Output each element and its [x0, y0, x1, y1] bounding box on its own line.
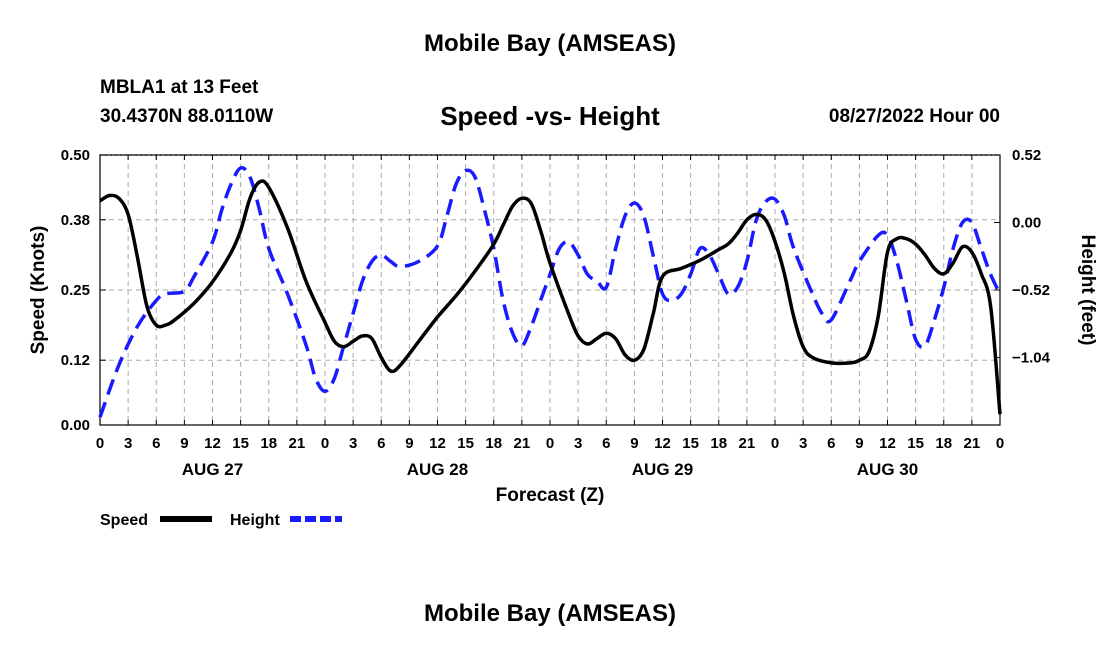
x-tick-label: 15 — [682, 435, 699, 452]
main-title: Mobile Bay (AMSEAS) — [423, 30, 677, 57]
x-axis-label: Forecast (Z) — [496, 485, 605, 506]
x-tick-label: 15 — [457, 435, 474, 452]
x-tick-label: 12 — [879, 435, 896, 452]
y-left-tick-label: 0.00 — [61, 417, 90, 434]
y-right-tick-label: 0.00 — [1012, 215, 1041, 232]
station-coordinates: 30.4370N 88.0110W — [100, 106, 274, 127]
station-label: MBLA1 at 13 Feet — [100, 77, 259, 98]
y-right-tick-label: 0.52 — [1012, 147, 1041, 164]
chart-grid — [100, 155, 1000, 425]
x-tick-label: 9 — [855, 435, 863, 452]
chart-ticks: 0 3 6 9 12 15 18 21 0 3 6 9 12 15 18 21 0 3 6 9 12 15 18 21 0 3 6 9… — [61, 147, 1051, 479]
x-tick-label: 12 — [204, 435, 221, 452]
x-tick-label: 6 — [377, 435, 385, 452]
y-left-tick-label: 0.25 — [61, 282, 90, 299]
x-tick-label: 9 — [630, 435, 638, 452]
legend-label-speed: Speed — [100, 512, 148, 529]
series-line-height — [98, 166, 1002, 418]
y-right-tick-label: −1.04 — [1012, 350, 1051, 367]
x-tick-label: 0 — [96, 435, 104, 452]
x-tick-label: 21 — [289, 435, 306, 452]
legend-label-height: Height — [230, 512, 280, 529]
x-tick-label: 15 — [232, 435, 249, 452]
y-axis-label-right: Height (feet) — [1077, 235, 1098, 346]
x-tick-label: 9 — [180, 435, 188, 452]
forecast-datetime: 08/27/2022 Hour 00 — [828, 106, 1000, 127]
footer-title: Mobile Bay (AMSEAS) — [423, 600, 677, 627]
x-tick-label: 3 — [799, 435, 807, 452]
x-tick-label: 3 — [349, 435, 357, 452]
x-tick-label: 6 — [827, 435, 835, 452]
y-left-tick-label: 0.12 — [61, 352, 90, 369]
chart-legend: Speed Height — [100, 512, 342, 529]
x-tick-label: 21 — [964, 435, 981, 452]
x-tick-label: 0 — [996, 435, 1004, 452]
x-tick-label: 9 — [405, 435, 413, 452]
x-tick-label: 18 — [710, 435, 727, 452]
x-tick-label: 15 — [907, 435, 924, 452]
x-tick-label: 12 — [429, 435, 446, 452]
x-tick-label: 21 — [739, 435, 756, 452]
x-tick-label: 0 — [771, 435, 779, 452]
x-tick-label: 3 — [574, 435, 582, 452]
x-tick-label: 6 — [602, 435, 610, 452]
x-tick-label: 6 — [152, 435, 160, 452]
y-left-tick-label: 0.50 — [61, 147, 90, 164]
y-left-tick-label: 0.38 — [61, 212, 90, 229]
x-tick-label: 3 — [124, 435, 132, 452]
y-right-tick-label: −0.52 — [1012, 282, 1050, 299]
day-label: AUG 29 — [632, 460, 693, 479]
x-tick-label: 0 — [321, 435, 329, 452]
x-tick-label: 21 — [514, 435, 531, 452]
x-tick-label: 12 — [654, 435, 671, 452]
x-tick-label: 18 — [935, 435, 952, 452]
day-label: AUG 28 — [407, 460, 468, 479]
chart-series — [98, 166, 1002, 418]
day-label: AUG 30 — [857, 460, 918, 479]
chart-subtitle: Speed -vs- Height — [440, 101, 660, 131]
day-label: AUG 27 — [182, 460, 243, 479]
x-tick-label: 0 — [546, 435, 554, 452]
x-tick-label: 18 — [260, 435, 277, 452]
x-tick-label: 18 — [485, 435, 502, 452]
y-axis-label-left: Speed (Knots) — [28, 226, 49, 355]
series-line-speed — [99, 179, 1002, 415]
